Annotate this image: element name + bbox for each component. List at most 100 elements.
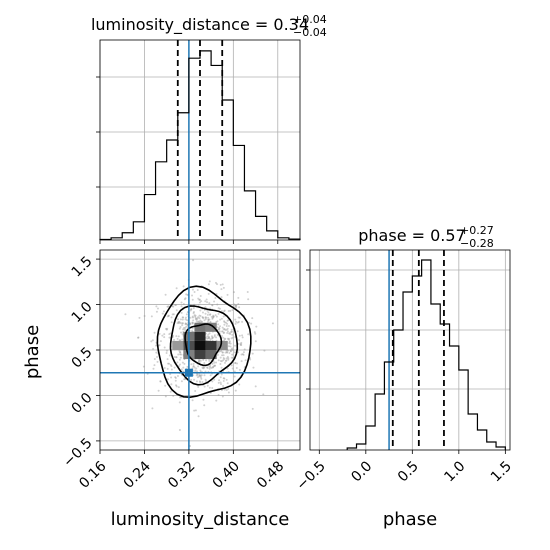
sc-point xyxy=(165,349,168,352)
sc-point xyxy=(211,304,214,307)
sc-point xyxy=(155,344,158,347)
sc-point xyxy=(178,339,181,342)
sc-point xyxy=(201,311,204,314)
sc-point xyxy=(165,327,168,330)
sc-point xyxy=(193,291,196,294)
sc-point xyxy=(207,318,210,321)
sc-point xyxy=(189,309,192,312)
sc-point xyxy=(156,307,159,310)
sc-point xyxy=(236,321,239,324)
sc-point xyxy=(166,367,169,370)
sc-point xyxy=(240,343,243,346)
sc-point xyxy=(175,385,178,388)
sc-point xyxy=(163,366,166,369)
sc-point xyxy=(215,361,218,364)
sc-point xyxy=(164,395,167,398)
sc-point xyxy=(225,349,228,352)
sc-point xyxy=(203,404,206,407)
sc-point xyxy=(184,318,187,321)
sc-point xyxy=(223,309,226,312)
sc-point xyxy=(183,362,186,365)
sc-point xyxy=(170,316,173,319)
sc-point xyxy=(184,326,187,329)
sc-point xyxy=(164,293,167,296)
sc-point xyxy=(190,308,193,311)
density-square-4 xyxy=(205,350,217,360)
sc-point xyxy=(208,332,211,335)
sc-point xyxy=(189,316,192,319)
sc-point xyxy=(178,327,181,330)
sc-point xyxy=(174,376,177,379)
sc-point xyxy=(201,316,204,319)
sc-point xyxy=(218,379,221,382)
sc-point xyxy=(254,385,257,388)
sc-point xyxy=(179,396,182,399)
sc-point xyxy=(237,316,240,319)
sc-point xyxy=(186,365,189,368)
sc-point xyxy=(220,330,223,333)
sc-point xyxy=(225,328,228,331)
sc-point xyxy=(224,361,227,364)
sc-point xyxy=(195,367,198,370)
sc-point xyxy=(246,290,249,293)
sc-point xyxy=(204,300,207,303)
sc-point xyxy=(227,391,230,394)
sc-point xyxy=(194,315,197,318)
sc-point xyxy=(198,359,201,362)
sc-point xyxy=(241,320,244,323)
sc-point xyxy=(263,349,266,352)
sc-point xyxy=(199,294,202,297)
sc-point xyxy=(192,307,195,310)
sc-point xyxy=(220,317,223,320)
sc-point xyxy=(236,330,239,333)
sc-point xyxy=(242,353,245,356)
sc-point xyxy=(240,341,243,344)
sc-point xyxy=(191,322,194,325)
sc-point xyxy=(195,318,198,321)
sc-point xyxy=(205,359,208,362)
sc-point xyxy=(207,311,210,314)
sc-point xyxy=(249,358,252,361)
ld-histogram-step xyxy=(99,50,301,241)
sc-point xyxy=(197,303,200,306)
sc-point xyxy=(189,322,192,325)
sc-point xyxy=(271,322,274,325)
sc-point xyxy=(181,324,184,327)
sc-point xyxy=(212,365,215,368)
sc-point xyxy=(231,348,234,351)
sc-point xyxy=(223,323,226,326)
sc-point xyxy=(190,363,193,366)
sc-point xyxy=(209,320,212,323)
sc-point xyxy=(191,288,194,291)
sc-point xyxy=(227,319,230,322)
sc-point xyxy=(262,393,265,396)
sc-point xyxy=(191,316,194,319)
sc-point xyxy=(182,303,185,306)
sc-point xyxy=(207,337,210,340)
sc-point xyxy=(198,380,201,383)
sc-point xyxy=(229,332,232,335)
sc-point xyxy=(194,390,197,393)
sc-point xyxy=(180,368,183,371)
sc-point xyxy=(247,333,250,336)
sc-point xyxy=(191,321,194,324)
sc-point xyxy=(207,318,210,321)
sc-point xyxy=(216,320,219,323)
sc-point xyxy=(225,357,228,360)
sc-point xyxy=(220,296,223,299)
sc-point xyxy=(199,309,202,312)
sc-point xyxy=(251,407,254,410)
sc-point xyxy=(175,356,178,359)
sc-point xyxy=(170,383,173,386)
sc-point xyxy=(171,313,174,316)
sc-point xyxy=(169,363,172,366)
sc-point xyxy=(217,323,220,326)
sc-point xyxy=(183,298,186,301)
sc-point xyxy=(170,368,173,371)
sc-point xyxy=(170,376,173,379)
sc-point xyxy=(210,315,213,318)
sc-point xyxy=(226,319,229,322)
sc-point xyxy=(182,370,185,373)
sc-point xyxy=(152,347,155,350)
sc-point xyxy=(199,359,202,362)
